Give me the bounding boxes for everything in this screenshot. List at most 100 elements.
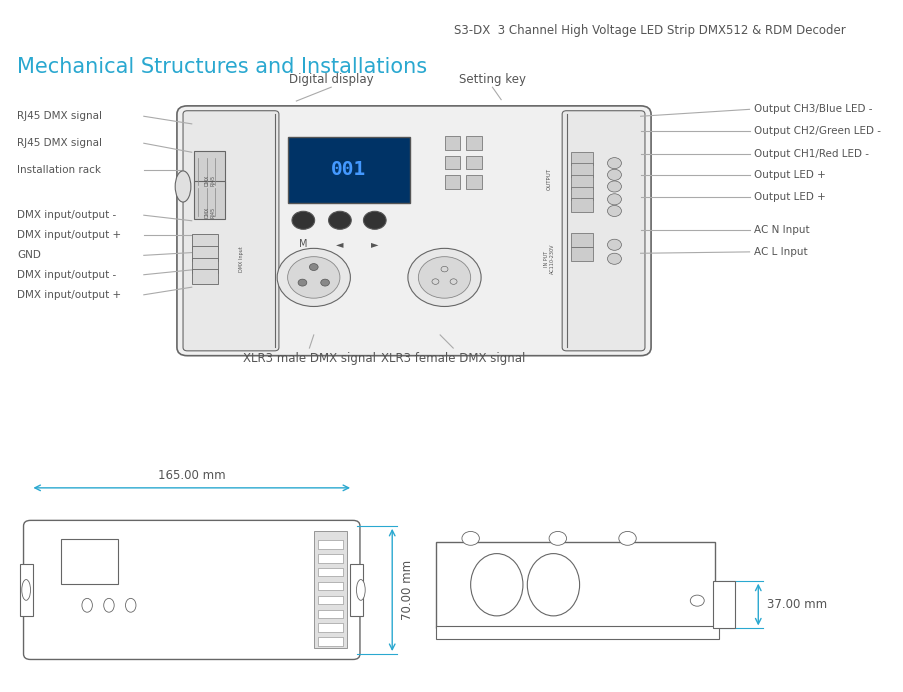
FancyBboxPatch shape: [177, 106, 650, 356]
Circle shape: [607, 158, 620, 169]
Bar: [571, 152, 592, 165]
Text: ◄: ◄: [336, 239, 343, 249]
Circle shape: [309, 264, 318, 271]
Bar: [318, 596, 342, 604]
Circle shape: [363, 211, 386, 229]
FancyBboxPatch shape: [562, 111, 644, 351]
Text: Setting key: Setting key: [459, 73, 526, 86]
Text: DMX Input: DMX Input: [238, 246, 244, 272]
Text: Installation rack: Installation rack: [17, 165, 101, 175]
Circle shape: [607, 239, 620, 251]
Bar: [20, 565, 33, 616]
Text: DMX input/output -: DMX input/output -: [17, 270, 116, 280]
Text: Output LED +: Output LED +: [753, 170, 824, 180]
Text: XLR3 female DMX signal: XLR3 female DMX signal: [380, 352, 525, 365]
Text: 70.00 mm: 70.00 mm: [401, 560, 414, 620]
Text: DMX input/output +: DMX input/output +: [17, 230, 121, 240]
Ellipse shape: [22, 580, 31, 601]
Bar: [194, 151, 225, 189]
Text: Digital display: Digital display: [289, 73, 373, 86]
Bar: [444, 136, 460, 150]
Ellipse shape: [526, 554, 579, 616]
Circle shape: [292, 211, 314, 229]
Bar: [318, 610, 342, 618]
Text: RJ45 DMX signal: RJ45 DMX signal: [17, 111, 102, 121]
Bar: [571, 163, 592, 177]
Bar: [444, 156, 460, 170]
Circle shape: [461, 531, 479, 545]
Bar: [444, 175, 460, 189]
Bar: [318, 637, 342, 646]
Bar: [571, 199, 592, 212]
Text: AC N Input: AC N Input: [753, 225, 809, 235]
Ellipse shape: [356, 580, 365, 601]
Text: S3-DX  3 Channel High Voltage LED Strip DMX512 & RDM Decoder: S3-DX 3 Channel High Voltage LED Strip D…: [453, 24, 844, 37]
Circle shape: [607, 253, 620, 264]
Ellipse shape: [82, 599, 92, 612]
Text: RJ45 DMX signal: RJ45 DMX signal: [17, 138, 102, 148]
Bar: [191, 246, 218, 261]
Text: AC L Input: AC L Input: [753, 247, 806, 257]
Circle shape: [407, 248, 480, 307]
FancyBboxPatch shape: [182, 111, 279, 351]
Bar: [318, 568, 342, 576]
Text: 165.00 mm: 165.00 mm: [158, 469, 226, 482]
Text: Output CH3/Blue LED -: Output CH3/Blue LED -: [753, 104, 871, 114]
Text: Output LED +: Output LED +: [753, 192, 824, 201]
Bar: [318, 623, 342, 632]
Circle shape: [418, 257, 470, 298]
Ellipse shape: [470, 554, 522, 616]
Text: 37.00 mm: 37.00 mm: [766, 598, 826, 611]
Bar: [466, 136, 481, 150]
Bar: [571, 175, 592, 189]
Text: DMX
RJ45: DMX RJ45: [204, 175, 215, 186]
Circle shape: [607, 181, 620, 192]
Text: Mechanical Structures and Installations: Mechanical Structures and Installations: [17, 57, 427, 77]
Text: DMX input/output +: DMX input/output +: [17, 290, 121, 300]
FancyBboxPatch shape: [23, 520, 359, 659]
Circle shape: [321, 279, 329, 286]
Ellipse shape: [126, 599, 135, 612]
Bar: [318, 540, 342, 549]
Text: DMX input/output -: DMX input/output -: [17, 210, 116, 220]
Bar: [191, 269, 218, 284]
Circle shape: [690, 595, 703, 606]
Ellipse shape: [175, 171, 191, 202]
Circle shape: [328, 211, 351, 229]
Text: ►: ►: [370, 239, 378, 249]
Bar: [191, 257, 218, 273]
Text: GND: GND: [17, 251, 42, 260]
Text: XLR3 male DMX signal: XLR3 male DMX signal: [243, 352, 376, 365]
Bar: [318, 554, 342, 563]
Circle shape: [619, 531, 636, 545]
Bar: [61, 538, 117, 583]
Text: 001: 001: [330, 161, 366, 179]
Circle shape: [607, 206, 620, 217]
Bar: [194, 181, 225, 219]
Bar: [466, 175, 481, 189]
Bar: [318, 582, 342, 590]
Text: Output CH1/Red LED -: Output CH1/Red LED -: [753, 149, 868, 158]
Bar: [191, 234, 218, 249]
Bar: [287, 137, 409, 203]
Circle shape: [298, 279, 306, 286]
Text: IN PUT
AC110-230V: IN PUT AC110-230V: [543, 244, 554, 274]
Bar: [313, 531, 347, 648]
Bar: [712, 581, 734, 628]
Circle shape: [548, 531, 566, 545]
Bar: [350, 565, 363, 616]
Bar: [435, 626, 718, 639]
Bar: [435, 542, 714, 628]
Circle shape: [277, 248, 350, 307]
Bar: [571, 247, 592, 261]
Text: DMX
RJ45: DMX RJ45: [204, 206, 215, 218]
Circle shape: [607, 170, 620, 181]
Circle shape: [607, 194, 620, 205]
Text: M: M: [299, 239, 307, 249]
Bar: [466, 156, 481, 170]
Text: OUTPUT: OUTPUT: [546, 168, 551, 190]
Bar: [571, 233, 592, 247]
Bar: [571, 187, 592, 201]
Ellipse shape: [104, 599, 114, 612]
Circle shape: [287, 257, 340, 298]
